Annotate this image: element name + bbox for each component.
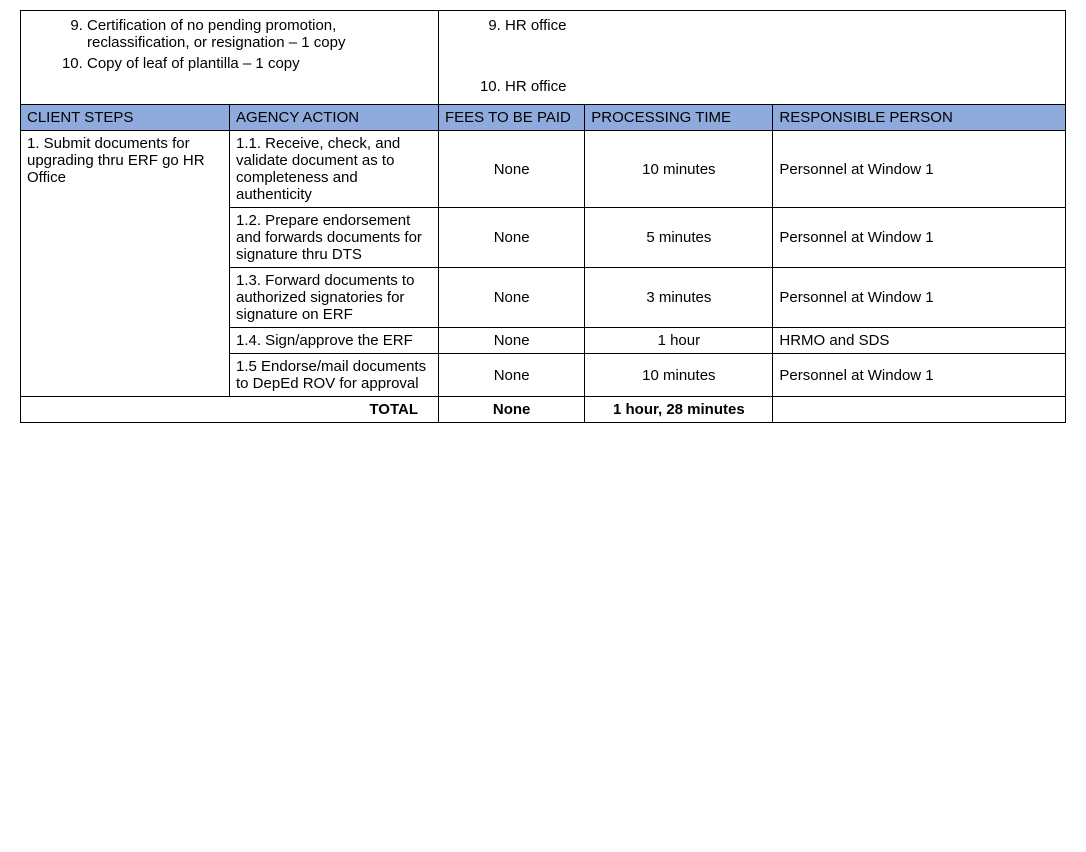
total-row: TOTAL None 1 hour, 28 minutes (21, 397, 1066, 423)
requirements-left-list: Certification of no pending promotion, r… (27, 15, 432, 74)
cell-time: 3 minutes (585, 268, 773, 328)
req-right-item: HR office (505, 76, 1059, 97)
total-person (773, 397, 1066, 423)
req-left-item: Copy of leaf of plantilla – 1 copy (87, 53, 432, 74)
cell-agency: 1.4. Sign/approve the ERF (230, 328, 439, 354)
cell-time: 10 minutes (585, 354, 773, 397)
header-fees: FEES TO BE PAID (439, 105, 585, 131)
requirements-left-cell: Certification of no pending promotion, r… (21, 11, 439, 105)
cell-fees: None (439, 268, 585, 328)
cell-person: Personnel at Window 1 (773, 354, 1066, 397)
table-header-row: CLIENT STEPS AGENCY ACTION FEES TO BE PA… (21, 105, 1066, 131)
cell-time: 1 hour (585, 328, 773, 354)
cell-fees: None (439, 328, 585, 354)
table-row: 1. Submit documents for upgrading thru E… (21, 131, 1066, 208)
cell-agency: 1.5 Endorse/mail documents to DepEd ROV … (230, 354, 439, 397)
cell-agency: 1.3. Forward documents to authorized sig… (230, 268, 439, 328)
requirements-row: Certification of no pending promotion, r… (21, 11, 1066, 105)
citizen-charter-table: Certification of no pending promotion, r… (20, 10, 1066, 423)
cell-agency: 1.1. Receive, check, and validate docume… (230, 131, 439, 208)
cell-person: Personnel at Window 1 (773, 131, 1066, 208)
cell-time: 10 minutes (585, 131, 773, 208)
header-time: PROCESSING TIME (585, 105, 773, 131)
cell-fees: None (439, 354, 585, 397)
requirements-right-list: HR office HR office (445, 15, 1059, 97)
cell-person: HRMO and SDS (773, 328, 1066, 354)
header-person: RESPONSIBLE PERSON (773, 105, 1066, 131)
cell-fees: None (439, 208, 585, 268)
total-fees: None (439, 397, 585, 423)
cell-fees: None (439, 131, 585, 208)
header-agency-action: AGENCY ACTION (230, 105, 439, 131)
req-right-item: HR office (505, 15, 1059, 36)
cell-time: 5 minutes (585, 208, 773, 268)
total-label: TOTAL (21, 397, 439, 423)
req-left-item: Certification of no pending promotion, r… (87, 15, 432, 53)
header-client-steps: CLIENT STEPS (21, 105, 230, 131)
cell-person: Personnel at Window 1 (773, 268, 1066, 328)
cell-client: 1. Submit documents for upgrading thru E… (21, 131, 230, 397)
requirements-right-cell: HR office HR office (439, 11, 1066, 105)
cell-person: Personnel at Window 1 (773, 208, 1066, 268)
total-time: 1 hour, 28 minutes (585, 397, 773, 423)
cell-agency: 1.2. Prepare endorsement and forwards do… (230, 208, 439, 268)
